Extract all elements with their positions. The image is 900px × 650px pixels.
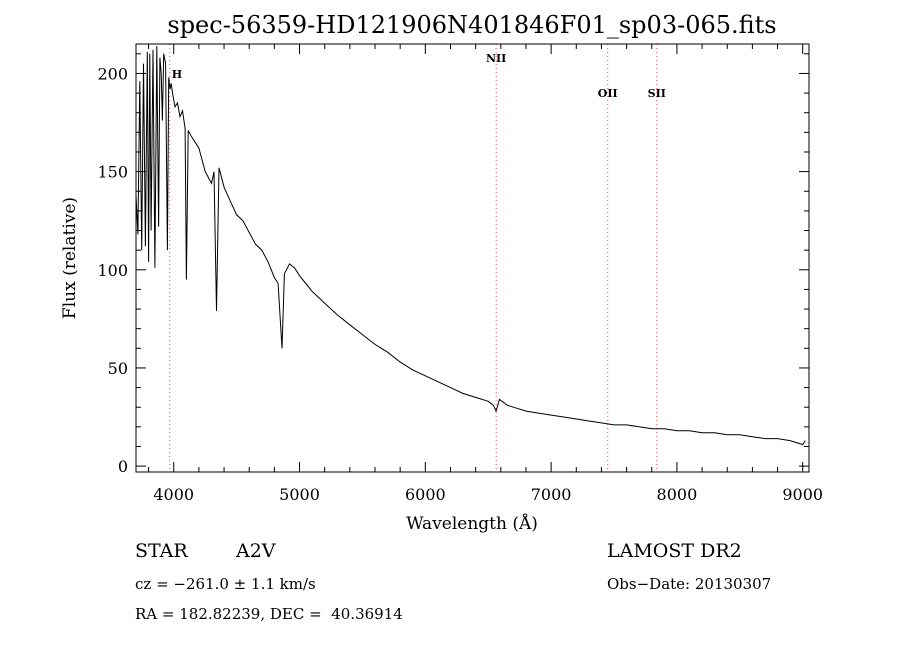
marker-label-3: SII — [648, 87, 666, 100]
y-tick-label: 100 — [97, 261, 128, 280]
x-tick-label: 6000 — [405, 485, 446, 504]
y-tick-label: 0 — [118, 457, 128, 476]
spectral-subclass: A2V — [236, 540, 276, 562]
plot-frame — [135, 43, 810, 473]
emission-line-markers: H NII OII SII — [169, 44, 666, 472]
x-tick-label: 5000 — [279, 485, 320, 504]
survey-name: LAMOST DR2 — [607, 540, 742, 562]
x-tick-label: 8000 — [657, 485, 698, 504]
x-tick-label: 9000 — [782, 485, 823, 504]
marker-label-1: NII — [486, 52, 506, 65]
marker-label-0: H — [172, 68, 182, 81]
y-axis-label: Flux (relative) — [60, 197, 80, 319]
object-type: STAR — [135, 540, 188, 562]
flux-series-line — [135, 45, 806, 446]
redshift-cz: cz = −261.0 ± 1.1 km/s — [135, 575, 316, 593]
observation-date: Obs−Date: 20130307 — [607, 575, 772, 593]
y-axis: 0 50 100 150 200 — [97, 53, 809, 476]
y-tick-label: 50 — [108, 359, 128, 378]
x-tick-label: 4000 — [153, 485, 194, 504]
x-axis-label: Wavelength (Å) — [406, 513, 538, 534]
x-axis: 4000 5000 6000 7000 8000 9000 — [148, 44, 823, 504]
y-tick-label: 150 — [97, 163, 128, 182]
ra-dec-coordinates: RA = 182.82239, DEC = 40.36914 — [135, 605, 403, 623]
chart-title: spec-56359-HD121906N401846F01_sp03-065.f… — [167, 11, 776, 39]
x-tick-label: 7000 — [531, 485, 572, 504]
y-tick-label: 200 — [97, 64, 128, 83]
marker-label-2: OII — [598, 87, 618, 100]
